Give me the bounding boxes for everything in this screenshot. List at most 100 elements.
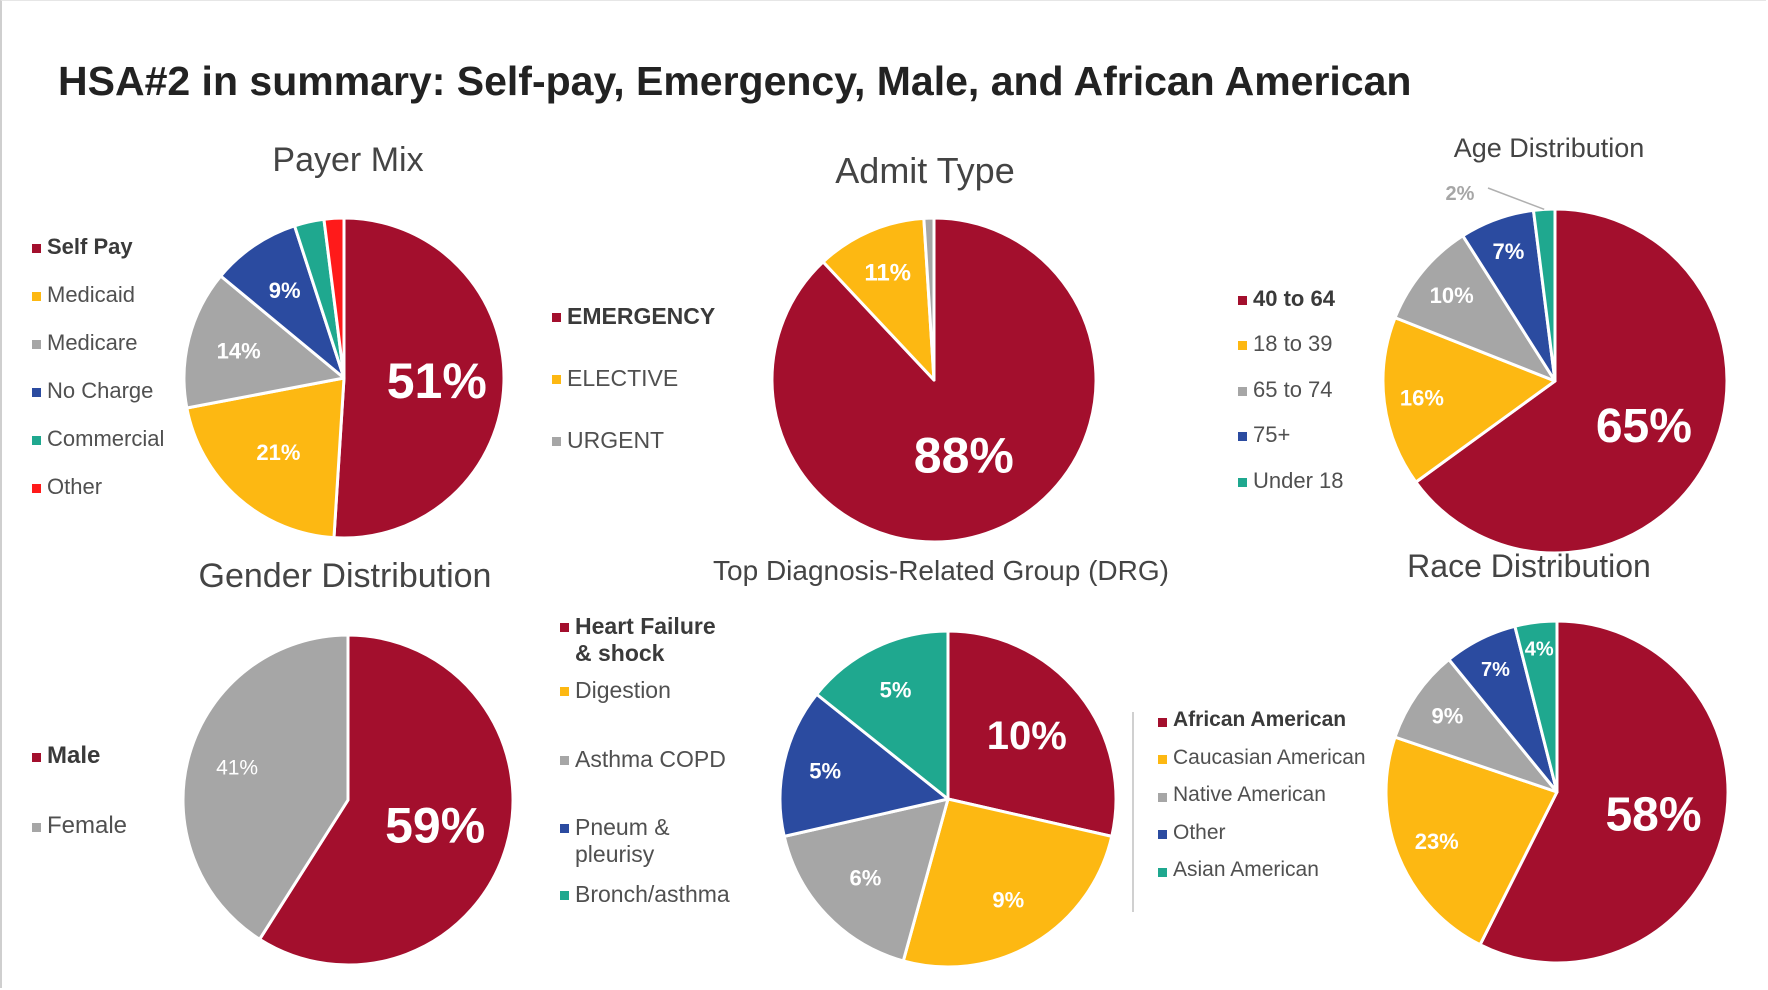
payer-legend-item: Commercial bbox=[32, 426, 164, 452]
drg-data-label-0: 10% bbox=[987, 714, 1067, 758]
payer-legend-label: Medicaid bbox=[47, 281, 136, 307]
payer-data-label-2: 14% bbox=[217, 338, 261, 363]
admit-legend-item: URGENT bbox=[552, 427, 664, 454]
gender-legend-item: Female bbox=[32, 812, 127, 840]
payer-legend-swatch bbox=[32, 291, 41, 301]
race-legend-swatch bbox=[1158, 867, 1167, 877]
race-data-label-2: 9% bbox=[1432, 703, 1464, 728]
payer-legend-label: No Charge bbox=[47, 377, 154, 403]
race-legend-label: Other bbox=[1173, 820, 1226, 844]
race-slice-2 bbox=[1393, 657, 1559, 794]
age-legend-item: 18 to 39 bbox=[1238, 331, 1333, 357]
age-legend-swatch bbox=[1238, 477, 1247, 487]
race-legend-item: Native American bbox=[1158, 783, 1326, 807]
race-legend-label: Caucasian American bbox=[1173, 745, 1366, 769]
age-data-label-0: 65% bbox=[1596, 400, 1692, 453]
gender-slice-1 bbox=[181, 633, 350, 941]
age-data-label-2: 10% bbox=[1430, 283, 1474, 308]
admit-type-title: Admit Type bbox=[835, 149, 1015, 191]
age-legend-swatch bbox=[1238, 386, 1247, 396]
race-slice-4 bbox=[1513, 619, 1559, 794]
drg-slice-1 bbox=[901, 797, 1114, 969]
drg-legend-label: Heart Failure & shock bbox=[575, 613, 716, 667]
age-legend-item: 75+ bbox=[1238, 422, 1290, 448]
payer-legend-item: Medicare bbox=[32, 330, 137, 356]
age-data-label-1: 16% bbox=[1400, 385, 1444, 410]
drg-data-label-4: 5% bbox=[880, 678, 912, 703]
age-legend-swatch bbox=[1238, 295, 1247, 305]
age-legend-label: Under 18 bbox=[1253, 467, 1344, 493]
legend-divider bbox=[1132, 712, 1134, 912]
race-data-label-1: 23% bbox=[1415, 829, 1459, 854]
drg-legend-swatch bbox=[560, 756, 569, 766]
admit-legend-label: ELECTIVE bbox=[567, 365, 679, 392]
race-legend-swatch bbox=[1158, 755, 1167, 765]
payer-slice-2 bbox=[182, 274, 346, 410]
race-slice-1 bbox=[1384, 735, 1559, 947]
race-data-label-0: 58% bbox=[1605, 788, 1701, 841]
gender-data-label-0: 59% bbox=[385, 797, 485, 853]
payer-legend-label: Commercial bbox=[47, 425, 165, 451]
race-legend-label: African American bbox=[1173, 708, 1347, 732]
drg-legend-item: Digestion bbox=[560, 677, 730, 704]
payer-slice-1 bbox=[185, 376, 346, 540]
payer-mix-title: Payer Mix bbox=[272, 140, 424, 179]
age-slice-0 bbox=[1414, 207, 1729, 555]
race-legend-swatch bbox=[1158, 717, 1167, 727]
drg-legend-label: Asthma COPD bbox=[575, 746, 726, 773]
age-legend-swatch bbox=[1238, 432, 1247, 442]
drg-legend-swatch bbox=[560, 891, 569, 901]
age-data-label-4: 2% bbox=[1446, 183, 1475, 205]
payer-slice-3 bbox=[219, 224, 346, 380]
gender-distribution-title: Gender Distribution bbox=[198, 556, 492, 595]
payer-legend-swatch bbox=[32, 387, 41, 397]
payer-legend-item: No Charge bbox=[32, 378, 153, 404]
admit-data-label-0: 88% bbox=[914, 427, 1014, 483]
race-distribution-title: Race Distribution bbox=[1407, 548, 1651, 585]
gender-legend-label: Female bbox=[47, 812, 128, 840]
drg-legend-swatch bbox=[560, 623, 569, 633]
age-legend-swatch bbox=[1238, 341, 1247, 351]
age-legend-label: 40 to 64 bbox=[1253, 285, 1335, 311]
gender-legend-swatch bbox=[32, 753, 41, 763]
drg-legend-label: Bronch/asthma bbox=[575, 881, 730, 908]
drg-legend-item: Bronch/asthma bbox=[560, 881, 730, 908]
race-legend-label: Native American bbox=[1173, 783, 1326, 807]
age-legend-item: Under 18 bbox=[1238, 468, 1344, 494]
gender-legend-item: Male bbox=[32, 742, 100, 770]
drg-legend-swatch bbox=[560, 687, 569, 697]
admit-legend-swatch bbox=[552, 313, 561, 323]
admit-legend-swatch bbox=[552, 375, 561, 385]
age-leader-line-4 bbox=[1487, 187, 1545, 211]
drg-slice-4 bbox=[815, 629, 950, 801]
gender-slice-0 bbox=[258, 633, 515, 967]
payer-data-label-1: 21% bbox=[256, 440, 300, 465]
payer-legend-swatch bbox=[32, 435, 41, 445]
payer-legend-swatch bbox=[32, 339, 41, 349]
slide-title: HSA#2 in summary: Self-pay, Emergency, M… bbox=[58, 58, 1412, 104]
admit-data-label-1: 11% bbox=[864, 259, 911, 286]
payer-legend-swatch bbox=[32, 243, 41, 253]
payer-slice-0 bbox=[332, 216, 506, 540]
payer-slice-5 bbox=[322, 216, 346, 380]
payer-legend-label: Self Pay bbox=[47, 233, 133, 259]
payer-legend-item: Other bbox=[32, 474, 102, 500]
race-data-label-3: 7% bbox=[1481, 659, 1510, 681]
gender-legend-label: Male bbox=[47, 742, 101, 770]
age-legend-label: 18 to 39 bbox=[1253, 331, 1333, 357]
age-slice-1 bbox=[1381, 316, 1557, 484]
payer-legend-label: Medicare bbox=[47, 329, 138, 355]
gender-data-label-1: 41% bbox=[216, 756, 258, 779]
drg-data-label-2: 6% bbox=[850, 865, 882, 890]
drg-data-label-1: 9% bbox=[992, 887, 1024, 912]
drg-legend-item: Asthma COPD bbox=[560, 746, 730, 773]
admit-slice-1 bbox=[821, 216, 936, 382]
age-distribution-title: Age Distribution bbox=[1453, 133, 1645, 164]
payer-data-label-3: 9% bbox=[269, 278, 301, 303]
payer-legend-swatch bbox=[32, 483, 41, 493]
drg-legend-item: Pneum & pleurisy bbox=[560, 814, 730, 868]
